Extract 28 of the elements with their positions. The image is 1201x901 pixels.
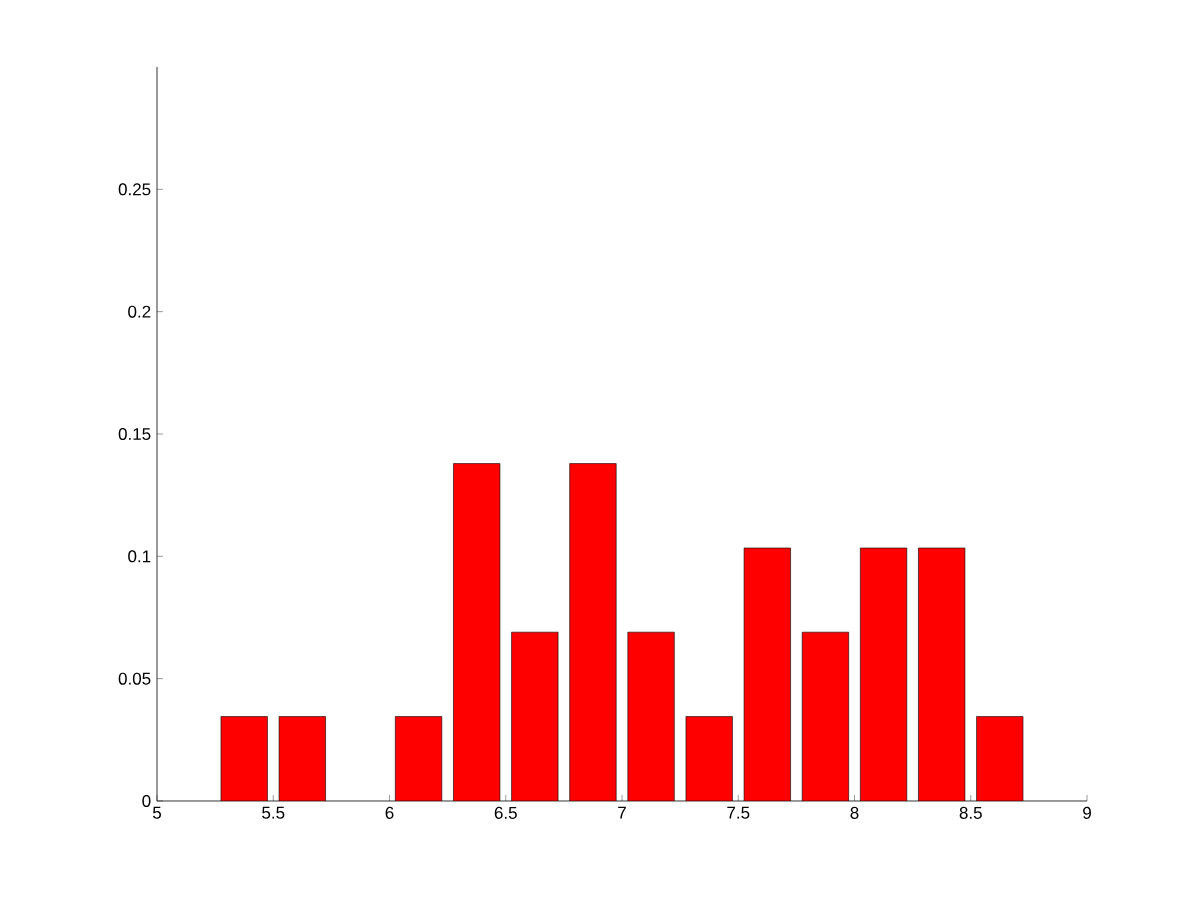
y-tick-label: 0.25: [118, 183, 151, 196]
bar: [278, 716, 326, 801]
x-tick-label: 6.5: [494, 806, 517, 819]
bar: [569, 463, 617, 801]
x-tick-label: 7.5: [727, 806, 750, 819]
x-tick-label: 5: [152, 806, 162, 819]
bar: [860, 548, 907, 801]
bar: [802, 632, 849, 801]
bar: [453, 463, 500, 801]
bar: [395, 716, 442, 801]
x-tick-label: 9: [1083, 806, 1091, 819]
x-tick-label: 6: [385, 806, 394, 819]
bar: [627, 632, 675, 801]
x-tick-label: 8: [850, 806, 859, 819]
bar: [976, 716, 1024, 801]
x-tick-label: 7: [618, 806, 626, 819]
bar: [918, 548, 965, 801]
y-tick-label: 0: [142, 794, 151, 808]
y-tick-label: 0.2: [128, 305, 151, 318]
x-tick-label: 5.5: [262, 806, 285, 819]
y-tick-label: 0.1: [128, 550, 151, 563]
y-tick-label: 0.15: [118, 427, 151, 441]
bar: [744, 548, 791, 801]
x-tick-label: 8.5: [959, 806, 982, 819]
bar: [511, 632, 559, 801]
bar: [220, 716, 268, 801]
y-tick-label: 0.05: [118, 672, 151, 685]
bar: [685, 716, 733, 801]
